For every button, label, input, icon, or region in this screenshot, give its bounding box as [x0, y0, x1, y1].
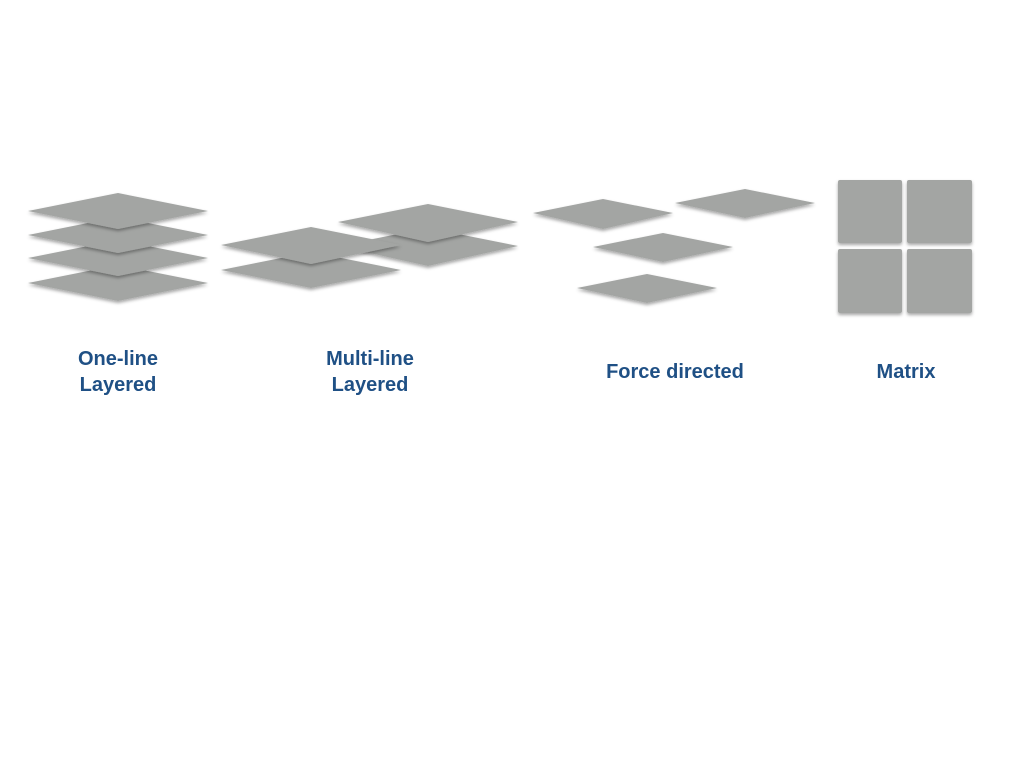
caption-line: Matrix [876, 361, 936, 383]
caption-line: One-line [77, 348, 158, 370]
layer-plane [338, 228, 518, 266]
matrix-cell [838, 249, 902, 313]
scattered-planes-icon [533, 189, 815, 303]
caption-line: Layered [331, 374, 409, 396]
two-stacks-layers-icon [221, 204, 518, 288]
layer-plane [221, 227, 401, 264]
caption-line: Force directed [606, 361, 744, 383]
layer-plane [338, 204, 518, 242]
caption-multi-line-layered: Multi-line Layered [260, 346, 480, 398]
caption-matrix: Matrix [796, 359, 1016, 385]
grid-squares-icon [838, 180, 972, 313]
layer-plane [533, 199, 673, 229]
caption-force-directed: Force directed [565, 359, 785, 385]
layer-plane [221, 252, 401, 288]
caption-one-line-layered: One-line Layered [8, 346, 228, 398]
layer-plane [675, 189, 815, 218]
caption-line: Layered [79, 374, 157, 396]
caption-line: Multi-line [326, 348, 414, 370]
layer-plane [28, 193, 208, 229]
layer-plane [28, 240, 208, 276]
layer-plane [28, 265, 208, 301]
matrix-cell [838, 180, 902, 243]
layer-plane [577, 274, 717, 303]
matrix-cell [907, 180, 972, 243]
matrix-cell [907, 249, 972, 313]
layer-plane [28, 217, 208, 253]
layer-plane [593, 233, 733, 262]
stacked-layers-icon [28, 193, 208, 301]
